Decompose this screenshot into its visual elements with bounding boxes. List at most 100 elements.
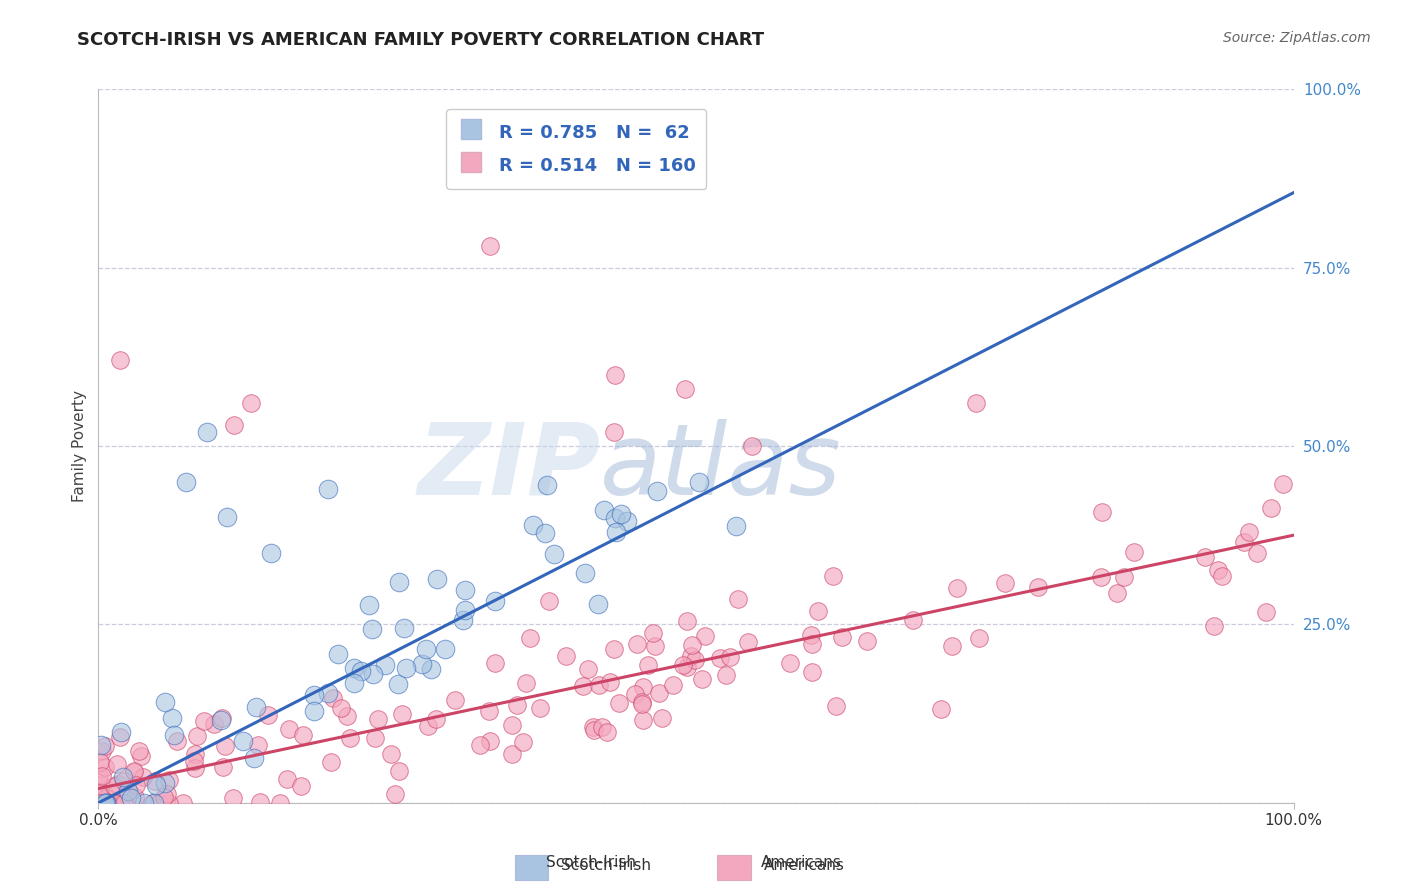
Point	[291, 728, 314, 742]
Text: ZIP: ZIP	[418, 419, 600, 516]
Point	[1091, 505, 1114, 519]
Point	[537, 594, 560, 608]
Point	[1026, 580, 1049, 594]
Point	[1123, 545, 1146, 559]
Text: Source: ZipAtlas.com: Source: ZipAtlas.com	[1223, 31, 1371, 45]
Point	[211, 710, 233, 724]
Point	[1233, 534, 1256, 549]
Point	[651, 711, 673, 725]
Point	[672, 658, 695, 673]
Point	[108, 353, 131, 368]
Point	[163, 728, 186, 742]
Point	[1090, 569, 1112, 583]
Point	[90, 778, 112, 792]
Point	[166, 733, 188, 747]
Point	[681, 639, 703, 653]
Point	[605, 524, 627, 539]
Point	[103, 796, 125, 810]
Point	[124, 789, 146, 804]
Point	[779, 656, 801, 670]
Point	[384, 787, 406, 801]
Point	[392, 621, 415, 635]
Point	[302, 704, 325, 718]
Point	[676, 660, 699, 674]
Point	[994, 575, 1017, 590]
Point	[673, 382, 696, 396]
Point	[543, 547, 565, 561]
Point	[134, 796, 156, 810]
Point	[454, 602, 477, 616]
Point	[94, 739, 117, 753]
Point	[89, 755, 111, 769]
Point	[114, 796, 136, 810]
Point	[240, 396, 263, 410]
Point	[112, 770, 135, 784]
Point	[387, 677, 409, 691]
Point	[420, 662, 443, 676]
Bar	[717, 855, 751, 880]
Point	[87, 785, 110, 799]
Point	[737, 635, 759, 649]
Point	[153, 776, 176, 790]
Point	[269, 796, 291, 810]
Point	[350, 664, 373, 678]
Point	[941, 639, 963, 653]
Point	[114, 796, 136, 810]
Point	[103, 795, 125, 809]
Point	[141, 796, 163, 810]
Point	[800, 665, 823, 679]
Point	[716, 667, 738, 681]
Point	[688, 475, 710, 489]
Point	[391, 707, 413, 722]
Point	[232, 734, 254, 748]
Point	[693, 629, 716, 643]
Point	[676, 614, 699, 628]
Point	[515, 675, 537, 690]
Point	[727, 591, 749, 606]
Point	[395, 661, 418, 675]
Point	[316, 482, 339, 496]
Point	[322, 690, 344, 705]
Point	[367, 712, 389, 726]
Point	[801, 637, 824, 651]
Point	[637, 657, 659, 672]
Point	[596, 725, 619, 739]
Point	[824, 698, 846, 713]
Legend: R = 0.785   N =  62, R = 0.514   N = 160: R = 0.785 N = 62, R = 0.514 N = 160	[447, 109, 706, 189]
Point	[478, 734, 501, 748]
Point	[720, 649, 742, 664]
Point	[588, 678, 610, 692]
Point	[690, 672, 713, 686]
Point	[245, 699, 267, 714]
Point	[304, 689, 326, 703]
Point	[89, 796, 111, 810]
Point	[243, 751, 266, 765]
Point	[945, 581, 967, 595]
Point	[122, 764, 145, 779]
Point	[529, 701, 551, 715]
Point	[110, 725, 132, 739]
Point	[290, 779, 312, 793]
Point	[903, 613, 925, 627]
Point	[316, 686, 339, 700]
Point	[186, 729, 208, 743]
Point	[157, 796, 180, 810]
Point	[117, 782, 139, 797]
Point	[93, 760, 115, 774]
Point	[87, 769, 110, 783]
Point	[800, 628, 823, 642]
Point	[586, 598, 609, 612]
Point	[1246, 546, 1268, 560]
Point	[555, 649, 578, 664]
Point	[359, 598, 381, 612]
Point	[856, 634, 879, 648]
Point	[145, 773, 167, 788]
Point	[631, 695, 654, 709]
Point	[209, 714, 232, 728]
Point	[724, 518, 747, 533]
Point	[148, 796, 170, 810]
Point	[142, 796, 165, 810]
Point	[1271, 477, 1294, 491]
Point	[478, 705, 501, 719]
Point	[592, 503, 614, 517]
